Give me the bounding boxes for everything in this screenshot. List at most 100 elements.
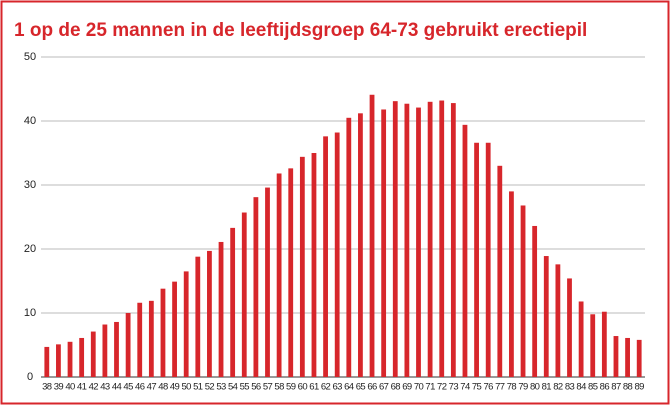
bar <box>183 271 189 377</box>
x-tick-label: 54 <box>228 382 238 393</box>
bar <box>555 264 561 377</box>
bar <box>404 103 410 377</box>
bar <box>462 124 468 377</box>
y-tick-label: 20 <box>24 243 36 255</box>
x-tick-label: 65 <box>356 382 366 393</box>
x-tick-label: 82 <box>553 382 563 393</box>
bar <box>253 197 259 377</box>
x-tick-label: 53 <box>216 382 226 393</box>
bar <box>44 346 50 377</box>
x-tick-label: 44 <box>112 382 122 393</box>
x-tick-label: 71 <box>425 382 435 393</box>
x-tick-label: 81 <box>542 382 552 393</box>
y-tick-label: 0 <box>27 371 33 383</box>
x-tick-label: 84 <box>576 382 586 393</box>
bar <box>509 191 514 377</box>
x-tick-label: 72 <box>437 382 447 393</box>
bar <box>613 336 619 377</box>
bar <box>601 311 607 377</box>
bar <box>520 205 526 377</box>
bar <box>172 281 177 377</box>
x-tick-label: 40 <box>65 382 75 393</box>
bar <box>90 331 96 377</box>
x-tick-label: 38 <box>42 382 52 393</box>
y-tick-label: 30 <box>24 179 36 191</box>
y-tick-label: 10 <box>24 307 36 319</box>
bar <box>311 153 317 377</box>
bar <box>346 117 352 378</box>
x-tick-label: 77 <box>495 382 505 393</box>
x-tick-label: 51 <box>193 382 203 393</box>
x-tick-label: 45 <box>123 382 133 393</box>
x-tick-label: 74 <box>460 382 470 393</box>
bar <box>56 344 61 377</box>
bar <box>532 225 538 377</box>
y-tick-label: 40 <box>24 115 36 127</box>
x-tick-label: 58 <box>274 382 284 393</box>
x-tick-label: 42 <box>89 382 99 393</box>
x-tick-label: 68 <box>391 382 401 393</box>
bar <box>218 241 224 377</box>
bar <box>276 173 282 377</box>
x-tick-label: 50 <box>182 382 192 393</box>
chart-title: 1 op de 25 mannen in de leeftijdsgroep 6… <box>14 20 587 41</box>
x-tick-label: 69 <box>402 382 412 393</box>
x-tick-label: 83 <box>565 382 575 393</box>
x-tick-label: 60 <box>298 382 308 393</box>
bar <box>265 187 270 377</box>
bar <box>114 321 119 377</box>
bar <box>241 212 247 377</box>
bar <box>450 103 456 377</box>
bar <box>323 136 328 377</box>
bar <box>67 341 73 377</box>
x-tick-label: 80 <box>530 382 540 393</box>
bar <box>590 314 596 377</box>
x-tick-label: 55 <box>240 382 250 393</box>
x-tick-label: 85 <box>588 382 598 393</box>
bar <box>334 132 340 377</box>
x-tick-label: 61 <box>309 382 319 393</box>
x-tick-label: 41 <box>77 382 87 393</box>
bar <box>288 168 294 377</box>
bar <box>427 101 433 378</box>
x-tick-label: 63 <box>333 382 343 393</box>
bar <box>79 337 85 377</box>
x-tick-label: 47 <box>147 382 157 393</box>
x-tick-label: 43 <box>100 382 110 393</box>
x-tick-label: 76 <box>484 382 494 393</box>
x-tick-label: 49 <box>170 382 180 393</box>
x-tick-label: 70 <box>414 382 424 393</box>
bar <box>439 100 445 378</box>
x-tick-label: 89 <box>635 382 645 393</box>
bar <box>392 101 398 377</box>
x-tick-label: 87 <box>611 382 621 393</box>
x-tick-label: 39 <box>54 382 64 393</box>
bar <box>299 156 305 377</box>
x-tick-label: 88 <box>623 382 633 393</box>
x-tick-label: 67 <box>379 382 389 393</box>
bar <box>358 113 363 377</box>
bar <box>578 301 584 377</box>
x-tick-label: 73 <box>449 382 459 393</box>
bar <box>207 250 212 377</box>
bar <box>474 142 479 377</box>
bar <box>567 278 572 377</box>
x-tick-label: 62 <box>321 382 331 393</box>
bar <box>230 227 236 377</box>
bar <box>485 142 491 377</box>
x-tick-label: 59 <box>286 382 296 393</box>
x-tick-label: 75 <box>472 382 482 393</box>
y-tick-label: 50 <box>24 51 36 63</box>
bar <box>160 288 166 377</box>
bar <box>125 313 131 377</box>
bar <box>381 109 387 377</box>
x-tick-label: 64 <box>344 382 354 393</box>
x-tick-label: 48 <box>158 382 168 393</box>
bar <box>137 302 143 377</box>
bar <box>369 94 375 377</box>
bar <box>636 339 642 377</box>
bar <box>148 300 154 377</box>
bar <box>102 324 108 377</box>
x-tick-label: 78 <box>507 382 517 393</box>
